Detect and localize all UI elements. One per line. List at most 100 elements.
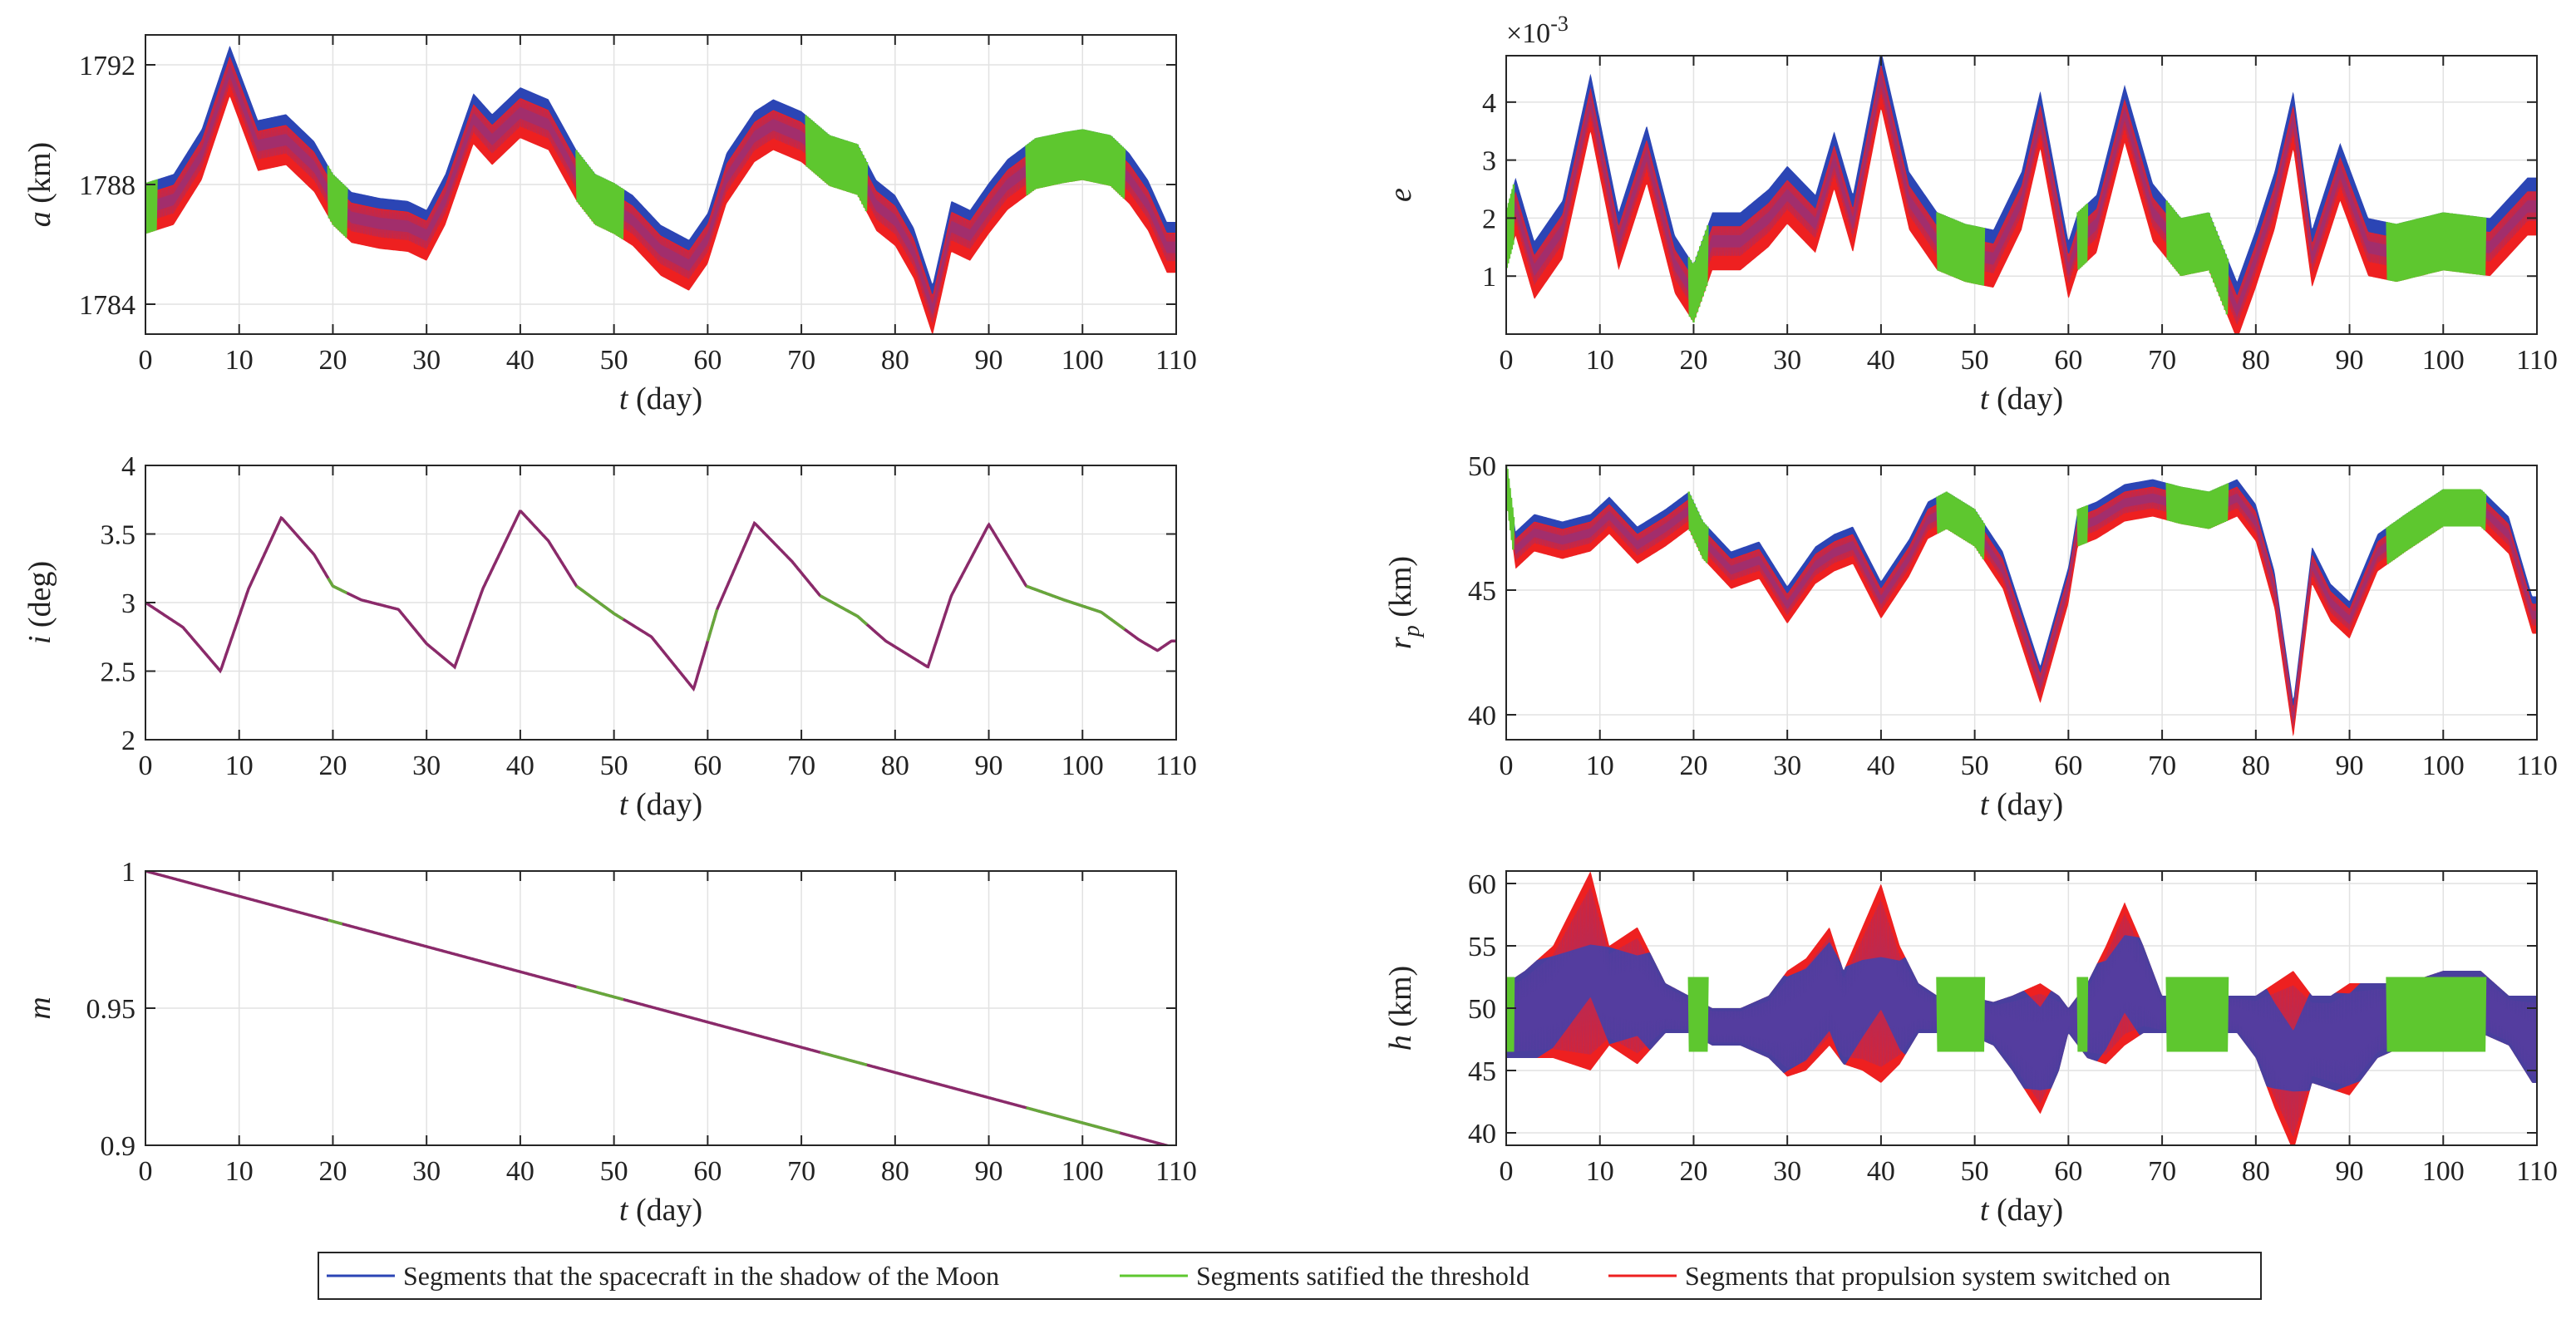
- x-tick-label: 90: [975, 345, 1003, 376]
- x-tick-label: 10: [1586, 1156, 1614, 1187]
- y-tick-label: 1792: [79, 51, 135, 81]
- y-tick-label: 4: [121, 451, 135, 482]
- y-tick-label: 60: [1468, 869, 1496, 900]
- threshold-segment-2: [1936, 212, 1986, 286]
- x-tick-label: 10: [225, 1156, 254, 1187]
- y-tick-label: 45: [1468, 576, 1496, 607]
- x-tick-label: 50: [1961, 751, 1989, 781]
- x-tick-label: 0: [139, 751, 153, 781]
- y-tick-label: 1: [121, 857, 135, 888]
- x-tick-label: 40: [1867, 1156, 1895, 1187]
- threshold-segment-3: [2076, 504, 2089, 547]
- y-tick-label: 50: [1468, 994, 1496, 1025]
- y-axis-label: i (deg): [22, 561, 57, 644]
- x-tick-label: 20: [318, 751, 347, 781]
- threshold-segment-0: [328, 918, 343, 926]
- y-tick-label: 4: [1482, 88, 1496, 119]
- x-tick-label: 110: [1155, 1156, 1197, 1187]
- axes-box: [1505, 465, 2538, 741]
- x-tick-label: 110: [2516, 345, 2558, 376]
- y-axis-label: a (km): [22, 142, 57, 227]
- x-tick-label: 10: [1586, 345, 1614, 376]
- axes-box: [1505, 55, 2538, 335]
- legend-label-shadow: Segments that the spacecraft in the shad…: [403, 1261, 999, 1291]
- x-tick-label: 20: [1679, 1156, 1707, 1187]
- y-tick-label: 0.95: [86, 994, 136, 1025]
- x-tick-label: 70: [2148, 345, 2176, 376]
- threshold-segment-2: [706, 608, 719, 642]
- oscillation-texture: [1506, 66, 2537, 325]
- x-tick-label: 100: [1061, 345, 1104, 376]
- threshold-segment-4: [1026, 584, 1126, 631]
- x-tick-label: 60: [693, 1156, 722, 1187]
- threshold-segment-4: [2165, 200, 2229, 315]
- x-tick-label: 10: [225, 751, 254, 781]
- x-tick-label: 0: [1500, 1156, 1514, 1187]
- threshold-segment-0: [1506, 977, 1515, 1052]
- y-axis-label: h (km): [1383, 966, 1418, 1051]
- y-tick-label: 3: [1482, 146, 1496, 177]
- y-axis-label: m: [22, 997, 57, 1019]
- y-tick-label: 0.9: [101, 1131, 136, 1162]
- threshold-segment-1: [1687, 225, 1709, 323]
- x-tick-label: 0: [139, 1156, 153, 1187]
- y-tick-label: 2: [1482, 204, 1496, 234]
- x-tick-label: 80: [881, 1156, 909, 1187]
- data-series: [1506, 56, 2537, 334]
- legend: Segments that the spacecraft in the shad…: [318, 1252, 2262, 1300]
- panel-semi-major-axis: 0 10 20 30 40 50 60 70 80 90 100 110 1784 1788 1792 t (…: [22, 34, 1197, 416]
- y-tick-label: 1: [1482, 262, 1496, 293]
- y-tick-label: 3: [121, 588, 135, 619]
- y-tick-label: 2.5: [101, 657, 136, 688]
- x-tick-label: 110: [1155, 751, 1197, 781]
- threshold-segment-3: [805, 115, 869, 212]
- x-tick-label: 100: [1061, 1156, 1104, 1187]
- x-tick-label: 60: [2054, 345, 2082, 376]
- x-tick-label: 30: [412, 751, 441, 781]
- x-tick-label: 10: [225, 345, 254, 376]
- threshold-segment-4: [2165, 482, 2229, 529]
- x-axis-label: t (day): [619, 787, 702, 822]
- x-axis-label: t (day): [619, 381, 702, 416]
- x-tick-label: 90: [975, 1156, 1003, 1187]
- x-tick-label: 80: [881, 751, 909, 781]
- x-tick-label: 20: [1679, 751, 1707, 781]
- x-tick-label: 20: [318, 1156, 347, 1187]
- x-tick-label: 110: [1155, 345, 1197, 376]
- panel-periapsis-radius: 0 10 20 30 40 50 60 70 80 90 100 110 40 45 50 t (day) rp…: [1383, 451, 2558, 822]
- x-tick-label: 100: [2422, 1156, 2465, 1187]
- threshold-segment-5: [2386, 977, 2487, 1052]
- threshold-segment-0: [327, 577, 347, 595]
- oscillation-texture: [1506, 467, 2537, 729]
- plot-area: [1506, 465, 2537, 740]
- threshold-segment-3: [1026, 1106, 1121, 1134]
- shadow-segments-band: [1506, 935, 2537, 1092]
- x-tick-label: 70: [787, 751, 815, 781]
- x-tick-label: 30: [412, 1156, 441, 1187]
- x-tick-label: 60: [693, 345, 722, 376]
- y-tick-label: 50: [1468, 451, 1496, 482]
- y-tick-label: 2: [121, 726, 135, 756]
- x-tick-label: 40: [506, 345, 534, 376]
- data-series: [1506, 465, 2537, 736]
- threshold-segment-1: [1687, 977, 1709, 1052]
- threshold-segment-1: [575, 584, 624, 621]
- x-tick-label: 110: [2516, 1156, 2558, 1187]
- threshold-segment-1: [1687, 491, 1709, 564]
- panel-inclination: 0 10 20 30 40 50 60 70 80 90 100 110 2 2.5 3 3.5 4 t (day…: [22, 451, 1197, 822]
- y-tick-label: 40: [1468, 1119, 1496, 1149]
- threshold-segment-2: [575, 150, 625, 239]
- x-tick-label: 100: [1061, 751, 1104, 781]
- x-tick-label: 10: [1586, 751, 1614, 781]
- threshold-segment-0: [1506, 465, 1515, 550]
- threshold-segment-2: [1936, 491, 1986, 559]
- x-tick-label: 0: [139, 345, 153, 376]
- x-axis-label: t (day): [1980, 787, 2063, 822]
- x-tick-label: 0: [1500, 751, 1514, 781]
- threshold-segment-3: [819, 594, 869, 626]
- x-tick-label: 30: [1773, 751, 1801, 781]
- threshold-segment-5: [2386, 489, 2487, 564]
- y-tick-label: 40: [1468, 701, 1496, 731]
- y-axis-label: e: [1383, 188, 1418, 202]
